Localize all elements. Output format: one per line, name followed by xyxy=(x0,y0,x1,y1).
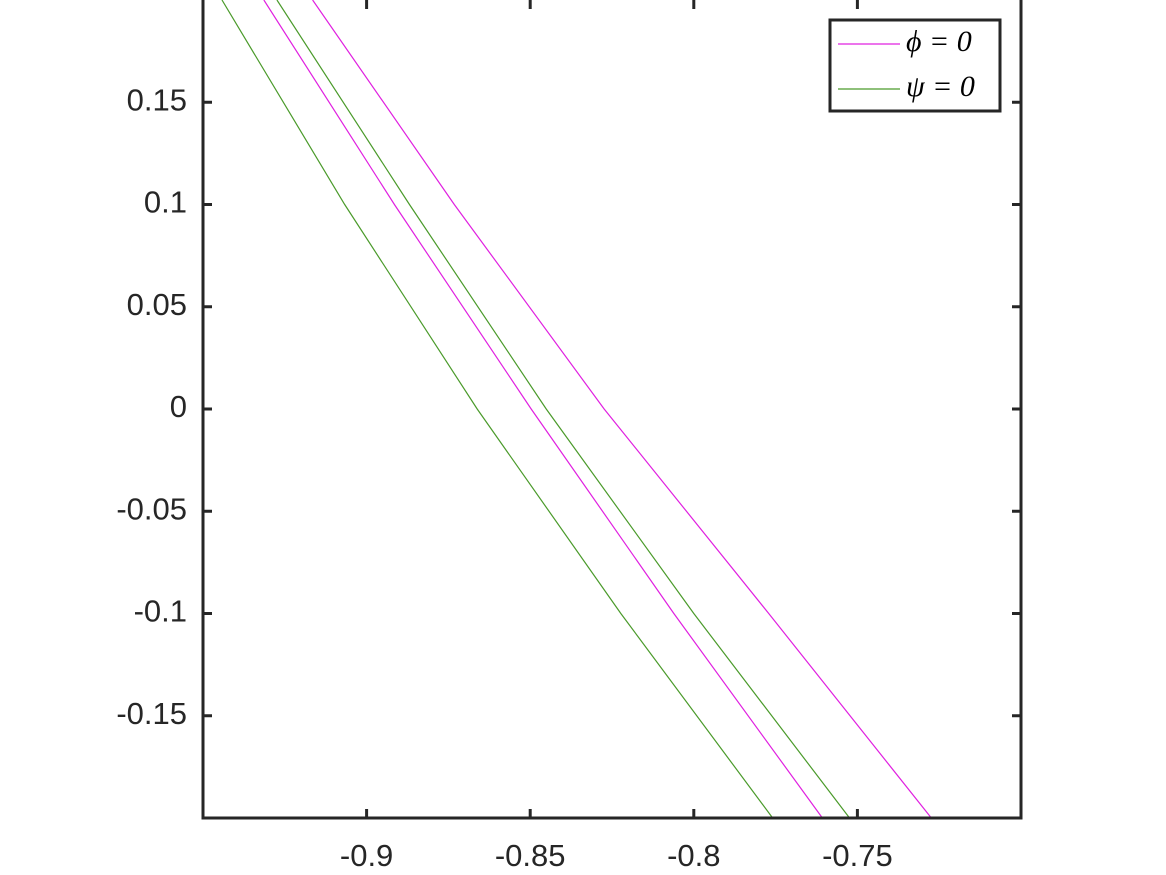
legend-box xyxy=(828,18,1002,113)
legend-label: ϕ = 0 xyxy=(906,25,972,58)
x-tick-label: -0.75 xyxy=(822,838,893,873)
series-line xyxy=(276,0,851,819)
y-tick-label: 0.1 xyxy=(144,185,187,220)
series-line xyxy=(263,0,823,819)
y-tick-label: -0.05 xyxy=(116,491,187,526)
y-tick-label: 0.05 xyxy=(127,287,187,322)
x-tick-label: -0.85 xyxy=(495,838,566,873)
axes-box xyxy=(201,0,1023,820)
y-tick-label: -0.15 xyxy=(116,696,187,731)
y-tick-label: 0.15 xyxy=(127,82,187,117)
y-tick-label: -0.1 xyxy=(134,594,187,629)
y-tick-label: 0 xyxy=(170,389,187,424)
x-tick-label: -0.8 xyxy=(667,838,720,873)
x-tick-label: -0.9 xyxy=(340,838,393,873)
series-line xyxy=(312,0,932,819)
series-line xyxy=(221,0,774,819)
legend-label: ψ = 0 xyxy=(906,70,975,103)
